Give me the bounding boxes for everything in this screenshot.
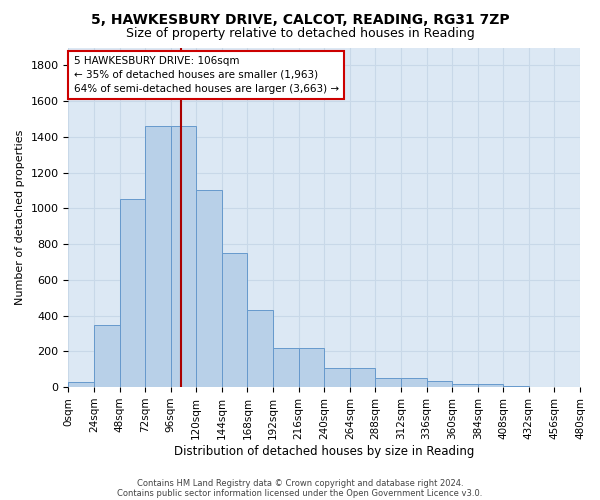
Bar	[478, 384, 503, 387]
Bar	[68, 382, 94, 387]
Text: 5 HAWKESBURY DRIVE: 106sqm
← 35% of detached houses are smaller (1,963)
64% of s: 5 HAWKESBURY DRIVE: 106sqm ← 35% of deta…	[74, 56, 338, 94]
Text: Contains public sector information licensed under the Open Government Licence v3: Contains public sector information licen…	[118, 488, 482, 498]
Bar	[119, 200, 145, 387]
Bar	[222, 253, 247, 387]
Bar	[196, 190, 222, 387]
Text: Size of property relative to detached houses in Reading: Size of property relative to detached ho…	[125, 28, 475, 40]
Bar	[350, 368, 376, 387]
Bar	[376, 378, 401, 387]
Bar	[427, 381, 452, 387]
Bar	[401, 378, 427, 387]
Bar	[94, 324, 119, 387]
Bar	[171, 126, 196, 387]
Bar	[273, 348, 299, 387]
Y-axis label: Number of detached properties: Number of detached properties	[15, 130, 25, 305]
Text: 5, HAWKESBURY DRIVE, CALCOT, READING, RG31 7ZP: 5, HAWKESBURY DRIVE, CALCOT, READING, RG…	[91, 12, 509, 26]
Bar	[503, 386, 529, 387]
Bar	[299, 348, 324, 387]
X-axis label: Distribution of detached houses by size in Reading: Distribution of detached houses by size …	[174, 444, 475, 458]
Text: Contains HM Land Registry data © Crown copyright and database right 2024.: Contains HM Land Registry data © Crown c…	[137, 478, 463, 488]
Bar	[452, 384, 478, 387]
Bar	[247, 310, 273, 387]
Bar	[145, 126, 171, 387]
Bar	[324, 368, 350, 387]
